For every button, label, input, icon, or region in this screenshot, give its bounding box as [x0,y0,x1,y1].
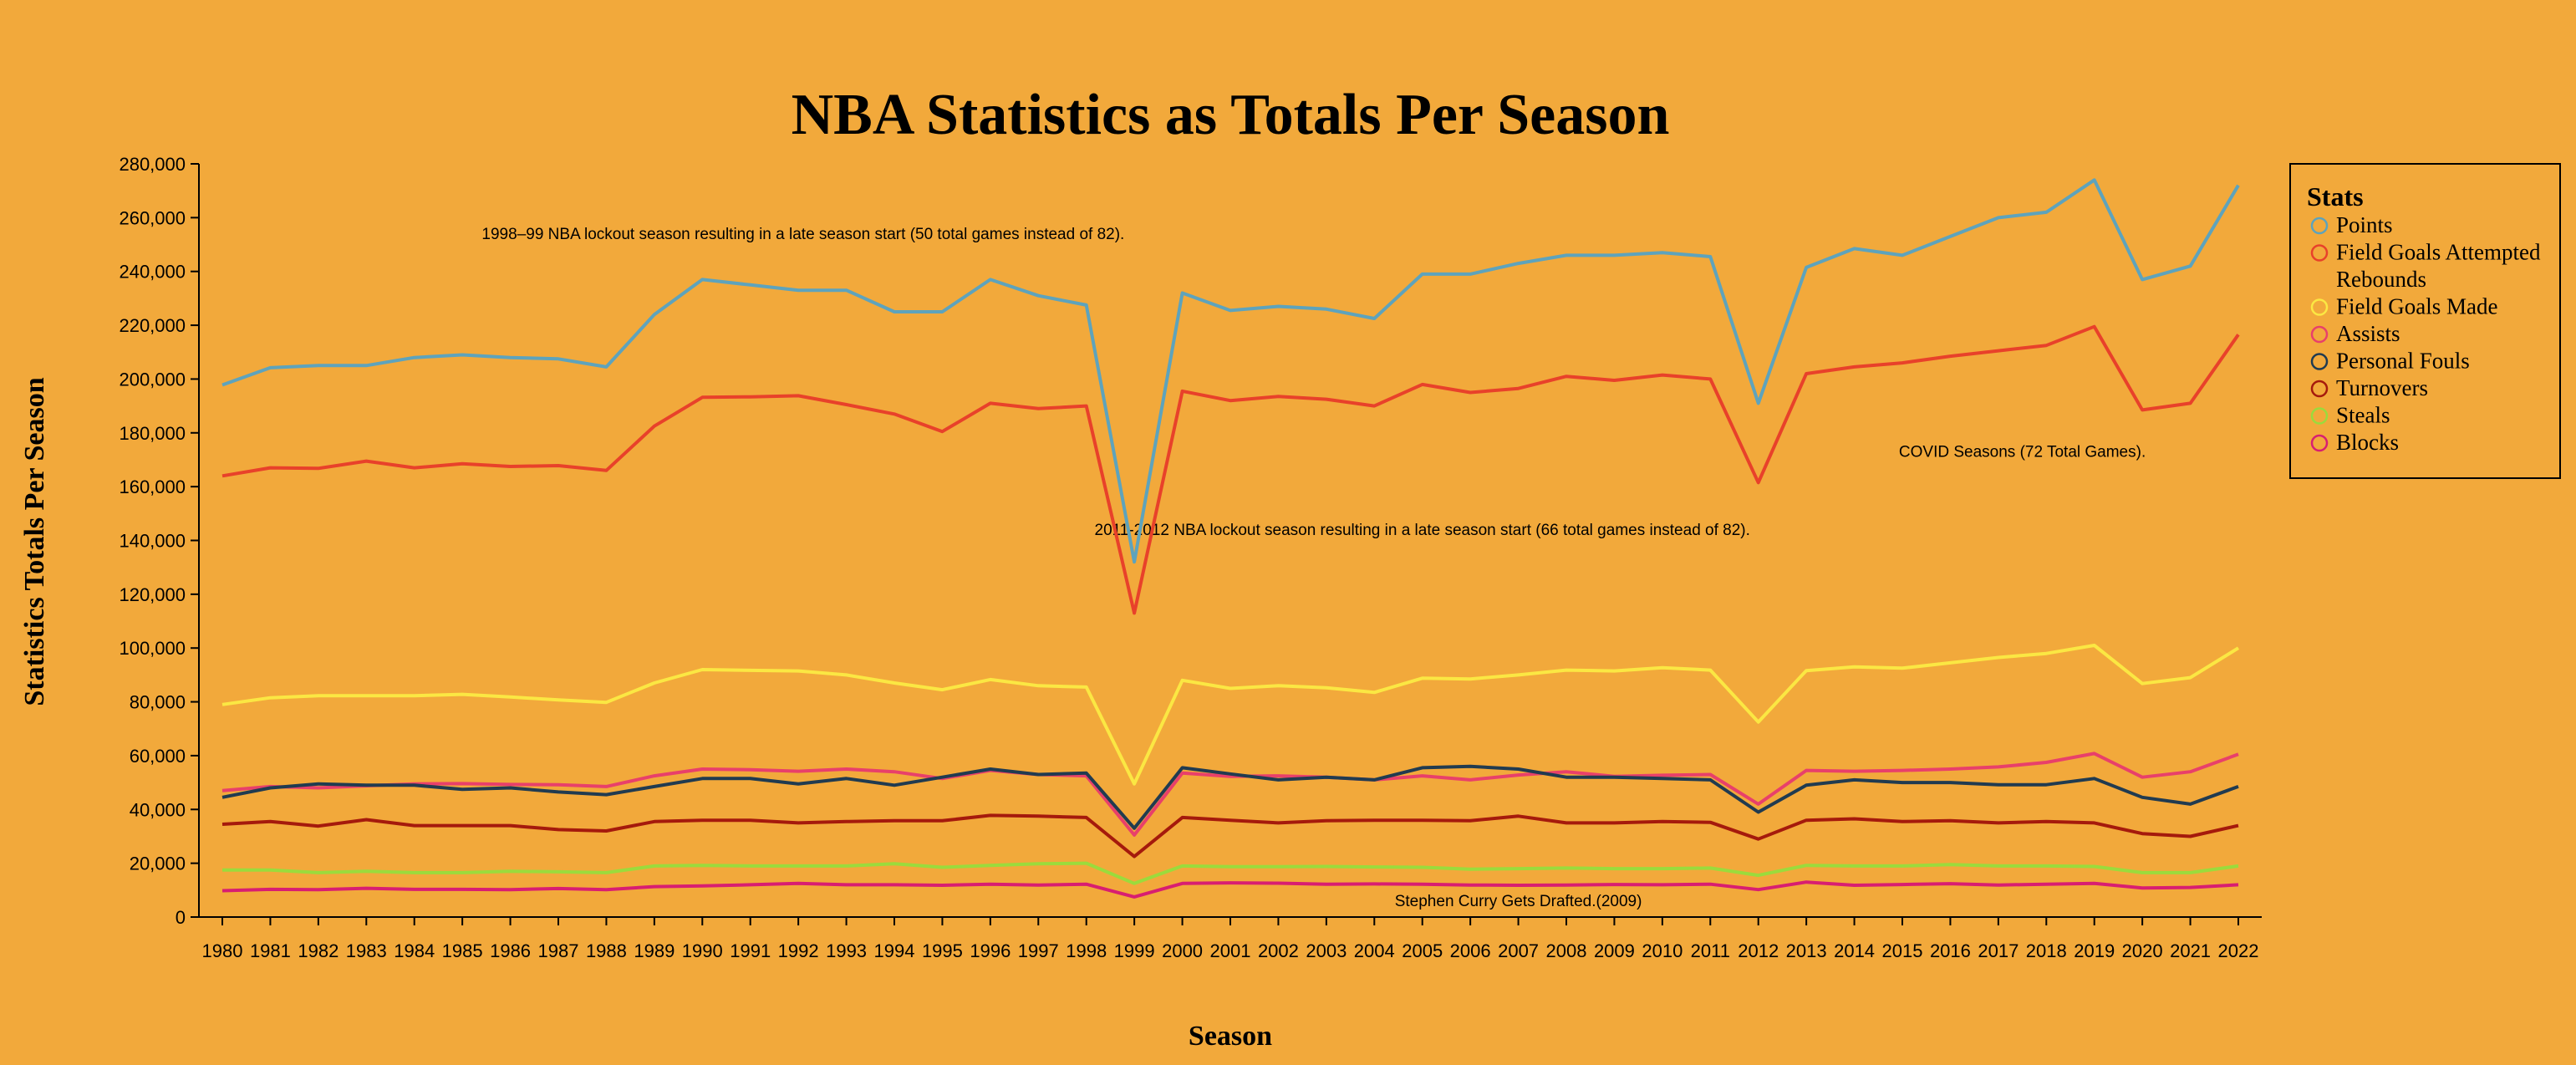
x-tick-label: 2000 [1162,940,1203,961]
legend-marker-field-goals-made [2310,298,2329,316]
y-tick-label: 60,000 [130,746,186,767]
x-tick-label: 2009 [1594,940,1635,961]
y-tick-label: 20,000 [130,854,186,874]
annotation-text: 1998–99 NBA lockout season resulting in … [481,226,1124,243]
x-tick-label: 2017 [1978,940,2019,961]
x-tick-label: 1985 [442,940,483,961]
series-line-turnovers [221,813,2239,859]
x-tick-label: 1980 [202,940,243,961]
legend-marker-points [2310,217,2329,235]
y-tick-label: 280,000 [119,154,186,175]
x-tick-label: 2002 [1258,940,1299,961]
legend-marker-field-goals-attempted [2310,244,2329,262]
x-tick-label: 2001 [1210,940,1251,961]
y-tick-label: 200,000 [119,369,186,390]
y-axis-label: Statistics Totals Per Season [19,377,50,706]
annotation-text: 2011-2012 NBA lockout season resulting i… [1095,522,1750,539]
annotations: 1998–99 NBA lockout season resulting in … [481,226,2146,910]
x-tick-label: 1987 [538,940,579,961]
x-tick-label: 2015 [1882,940,1923,961]
x-tick-label: 2018 [2026,940,2067,961]
x-tick-label: 2003 [1306,940,1347,961]
x-tick-label: 1996 [970,940,1011,961]
series-line-field-goals-made [221,644,2240,786]
x-tick-label: 2004 [1354,940,1395,961]
x-tick-label: 2014 [1834,940,1875,961]
series-line-points [221,178,2240,564]
legend-marker-assists [2310,325,2329,344]
y-tick-label: 120,000 [119,584,186,605]
x-tick-label: 1992 [778,940,819,961]
legend-label-field-goals-made: Field Goals Made [2336,294,2497,319]
legend-items: Points Field Goals AttemptedReboundsField… [2310,212,2541,455]
x-tick-label: 1991 [730,940,771,961]
legend-label-rebounds: Rebounds [2336,267,2426,292]
x-tick-label: 2007 [1498,940,1539,961]
legend-label-steals: Steals [2336,403,2390,428]
x-tick-label: 2022 [2218,940,2259,961]
x-tick-label: 1990 [682,940,723,961]
legend-label-turnovers: Turnovers [2336,375,2428,400]
y-tick-label: 0 [176,907,186,928]
legend-label-points: Points [2336,212,2393,237]
chart-title: NBA Statistics as Totals Per Season [792,83,1670,147]
x-tick-label: 1984 [394,940,435,961]
x-tick-label: 2010 [1642,940,1683,961]
y-tick-label: 140,000 [119,531,186,552]
x-tick-label: 1989 [634,940,675,961]
series-line-blocks [221,880,2239,899]
x-tick-label: 1988 [586,940,627,961]
axes: 0 20,000 40,000 60,000 80,000 100,000 120,000 1… [119,154,2262,961]
legend-box [2289,163,2561,479]
y-tick-label: 100,000 [119,638,186,659]
y-tick-label: 220,000 [119,315,186,336]
x-tick-label: 2013 [1786,940,1827,961]
y-tick-label: 240,000 [119,262,186,283]
x-tick-label: 2005 [1402,940,1443,961]
x-axis-label: Season [1189,1021,1272,1052]
legend-title: Stats [2307,181,2364,211]
annotation-text: Stephen Curry Gets Drafted.(2009) [1395,893,1642,910]
y-tick-label: 40,000 [130,799,186,820]
series-line-personal-fouls [221,764,2239,830]
legend-label-field-goals-attempted: Field Goals Attempted [2336,240,2541,265]
series-line-assists [221,752,2239,837]
legend-marker-turnovers [2310,380,2329,398]
x-tick-label: 2006 [1450,940,1491,961]
x-tick-label: 1997 [1018,940,1059,961]
annotation-text: COVID Seasons (72 Total Games). [1899,444,2146,461]
x-tick-label: 1998 [1066,940,1107,961]
y-tick-label: 80,000 [130,692,186,713]
series-line-field-goals-attempted [221,324,2240,615]
series-line-steals [222,861,2239,885]
x-tick-label: 2019 [2074,940,2115,961]
legend-label-personal-fouls: Personal Fouls [2336,349,2470,374]
series-lines [221,178,2240,899]
x-tick-label: 1999 [1114,940,1155,961]
x-tick-label: 1981 [250,940,291,961]
x-tick-label: 1994 [874,940,915,961]
x-tick-label: 2008 [1546,940,1587,961]
y-tick-label: 180,000 [119,423,186,444]
legend-label-blocks: Blocks [2336,430,2399,455]
x-tick-label: 2020 [2122,940,2163,961]
legend-marker-blocks [2310,434,2329,452]
x-tick-label: 1993 [826,940,867,961]
x-tick-label: 1995 [922,940,963,961]
y-tick-label: 260,000 [119,207,186,228]
y-tick-label: 160,000 [119,476,186,497]
x-tick-label: 2021 [2170,940,2211,961]
x-tick-label: 2011 [1691,940,1730,961]
legend-label-assists: Assists [2336,321,2400,346]
legend: Stats Points Field Goals AttemptedRebound… [2289,163,2561,479]
x-tick-label: 2016 [1930,940,1971,961]
x-tick-label: 1983 [346,940,387,961]
legend-marker-steals [2310,407,2329,425]
legend-marker-personal-fouls [2310,353,2329,370]
x-tick-label: 1982 [298,940,339,961]
x-tick-label: 2012 [1738,940,1779,961]
x-tick-label: 1986 [490,940,531,961]
